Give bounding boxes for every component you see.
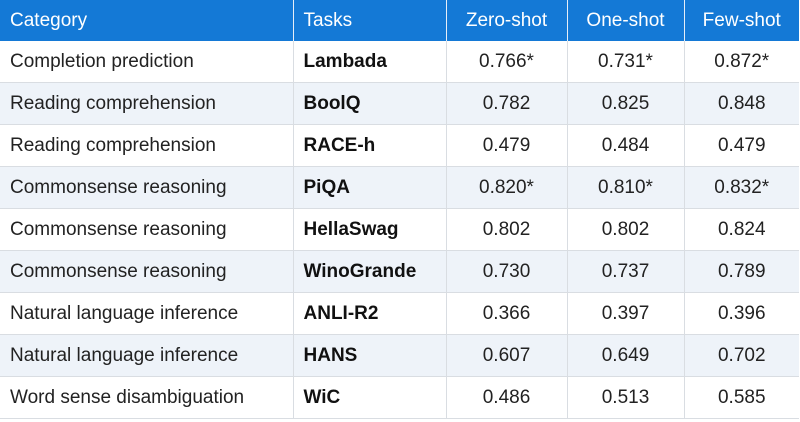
cell-one-shot: 0.649 <box>567 334 685 377</box>
cell-one-shot: 0.802 <box>567 208 685 251</box>
cell-task: ANLI-R2 <box>293 292 447 335</box>
cell-zero-shot: 0.782 <box>446 82 568 125</box>
cell-task: HANS <box>293 334 447 377</box>
cell-one-shot: 0.513 <box>567 376 685 419</box>
cell-task: RACE-h <box>293 124 447 167</box>
cell-few-shot: 0.832* <box>684 166 799 209</box>
cell-category: Natural language inference <box>0 292 294 335</box>
header-few-shot: Few-shot <box>684 0 799 41</box>
cell-few-shot: 0.824 <box>684 208 799 251</box>
cell-few-shot: 0.396 <box>684 292 799 335</box>
cell-one-shot: 0.825 <box>567 82 685 125</box>
cell-category: Natural language inference <box>0 334 294 377</box>
cell-few-shot: 0.702 <box>684 334 799 377</box>
cell-one-shot: 0.484 <box>567 124 685 167</box>
cell-one-shot: 0.731* <box>567 41 685 83</box>
table-row: Reading comprehension BoolQ 0.782 0.825 … <box>0 82 799 125</box>
cell-task: Lambada <box>293 41 447 83</box>
cell-zero-shot: 0.802 <box>446 208 568 251</box>
cell-one-shot: 0.810* <box>567 166 685 209</box>
cell-few-shot: 0.872* <box>684 41 799 83</box>
cell-few-shot: 0.585 <box>684 376 799 419</box>
table-row: Natural language inference HANS 0.607 0.… <box>0 334 799 377</box>
table-row: Completion prediction Lambada 0.766* 0.7… <box>0 41 799 83</box>
cell-task: WinoGrande <box>293 250 447 293</box>
cell-category: Completion prediction <box>0 41 294 83</box>
cell-one-shot: 0.397 <box>567 292 685 335</box>
header-category: Category <box>0 0 294 41</box>
cell-zero-shot: 0.479 <box>446 124 568 167</box>
cell-few-shot: 0.479 <box>684 124 799 167</box>
table-row: Reading comprehension RACE-h 0.479 0.484… <box>0 124 799 167</box>
cell-task: WiC <box>293 376 447 419</box>
table-row: Commonsense reasoning WinoGrande 0.730 0… <box>0 250 799 293</box>
cell-task: BoolQ <box>293 82 447 125</box>
cell-zero-shot: 0.607 <box>446 334 568 377</box>
cell-task: HellaSwag <box>293 208 447 251</box>
table-row: Word sense disambiguation WiC 0.486 0.51… <box>0 376 799 419</box>
table-row: Natural language inference ANLI-R2 0.366… <box>0 292 799 335</box>
cell-category: Commonsense reasoning <box>0 166 294 209</box>
table-header: Category Tasks Zero-shot One-shot Few-sh… <box>0 0 799 41</box>
cell-task: PiQA <box>293 166 447 209</box>
cell-few-shot: 0.789 <box>684 250 799 293</box>
cell-few-shot: 0.848 <box>684 82 799 125</box>
header-row: Category Tasks Zero-shot One-shot Few-sh… <box>0 0 799 41</box>
cell-category: Commonsense reasoning <box>0 208 294 251</box>
table-row: Commonsense reasoning PiQA 0.820* 0.810*… <box>0 166 799 209</box>
cell-zero-shot: 0.730 <box>446 250 568 293</box>
cell-category: Word sense disambiguation <box>0 376 294 419</box>
table-row: Commonsense reasoning HellaSwag 0.802 0.… <box>0 208 799 251</box>
cell-zero-shot: 0.486 <box>446 376 568 419</box>
cell-zero-shot: 0.820* <box>446 166 568 209</box>
header-zero-shot: Zero-shot <box>446 0 568 41</box>
cell-zero-shot: 0.766* <box>446 41 568 83</box>
cell-category: Reading comprehension <box>0 124 294 167</box>
cell-category: Commonsense reasoning <box>0 250 294 293</box>
cell-one-shot: 0.737 <box>567 250 685 293</box>
header-one-shot: One-shot <box>567 0 685 41</box>
cell-zero-shot: 0.366 <box>446 292 568 335</box>
table-body: Completion prediction Lambada 0.766* 0.7… <box>0 41 799 419</box>
cell-category: Reading comprehension <box>0 82 294 125</box>
header-tasks: Tasks <box>293 0 447 41</box>
